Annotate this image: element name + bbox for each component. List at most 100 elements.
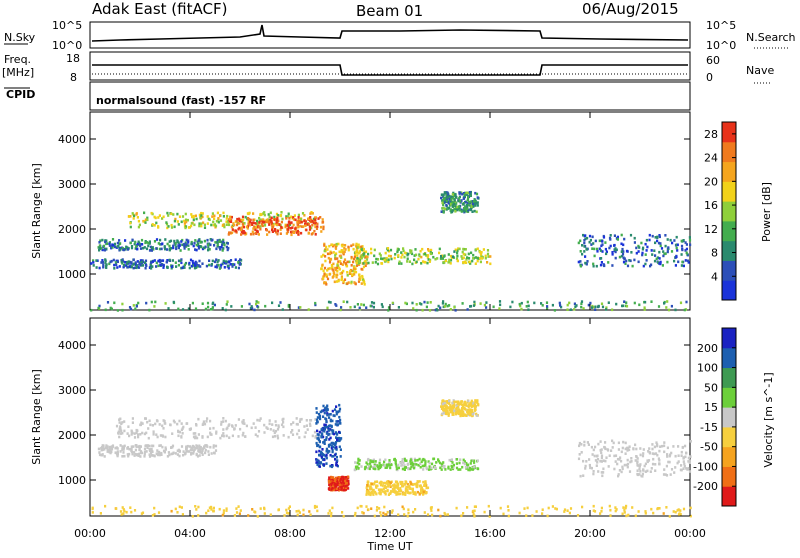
data-cell	[136, 242, 139, 246]
data-cell	[424, 463, 427, 467]
data-cell	[319, 410, 322, 414]
data-cell	[605, 306, 608, 309]
data-cell	[444, 200, 447, 204]
data-cell	[525, 305, 528, 308]
data-cell	[101, 444, 104, 447]
data-cell	[579, 260, 582, 263]
data-cell	[314, 218, 317, 221]
data-cell	[447, 201, 450, 205]
data-cell	[670, 468, 674, 471]
data-cell	[666, 300, 669, 303]
data-cell	[207, 509, 210, 512]
data-cell	[361, 276, 364, 279]
data-cell	[686, 259, 690, 263]
data-cell	[465, 191, 468, 195]
data-cell	[688, 238, 692, 242]
data-cell	[462, 512, 465, 515]
data-cell	[663, 302, 666, 305]
data-cell	[452, 413, 455, 416]
data-cell	[377, 467, 380, 471]
data-cell	[380, 257, 383, 260]
data-cell	[586, 236, 589, 240]
data-cell	[135, 304, 138, 308]
data-cell	[626, 465, 629, 469]
data-cell	[452, 209, 455, 212]
data-cell	[163, 419, 166, 423]
data-cell	[391, 509, 394, 512]
data-cell	[615, 508, 618, 511]
data-cell	[388, 482, 391, 486]
data-cell	[198, 454, 201, 457]
data-cell	[110, 447, 114, 451]
data-cell	[624, 304, 627, 308]
data-cell	[381, 305, 384, 309]
data-cell	[122, 508, 125, 511]
data-cell	[338, 476, 341, 479]
data-cell	[340, 275, 343, 278]
data-cell	[149, 245, 152, 249]
data-cell	[213, 217, 216, 220]
data-cell	[140, 260, 143, 264]
data-cell	[620, 470, 623, 474]
data-cell	[165, 260, 168, 264]
data-cell	[207, 305, 210, 309]
data-cell	[449, 468, 452, 471]
data-cell	[321, 220, 325, 224]
data-cell	[273, 435, 277, 438]
data-cell	[590, 243, 593, 246]
data-cell	[186, 422, 189, 425]
data-cell	[441, 257, 444, 260]
data-cell	[457, 199, 460, 203]
data-cell	[358, 459, 361, 462]
data-cell	[674, 466, 677, 469]
data-cell	[447, 193, 450, 196]
data-cell	[657, 262, 661, 265]
data-cell	[617, 441, 620, 445]
data-cell	[216, 239, 219, 242]
data-cell	[121, 308, 124, 312]
data-cell	[417, 257, 420, 261]
data-cell	[323, 411, 326, 415]
data-cell	[358, 263, 361, 266]
data-cell	[359, 504, 362, 508]
data-cell	[286, 230, 289, 234]
data-cell	[151, 246, 154, 250]
data-cell	[303, 214, 306, 217]
data-cell	[318, 440, 321, 444]
data-cell	[270, 216, 273, 220]
data-cell	[474, 262, 477, 265]
data-cell	[474, 202, 477, 205]
data-cell	[148, 448, 151, 451]
data-cell	[296, 423, 299, 426]
data-cell	[113, 242, 117, 246]
data-cell	[466, 256, 469, 259]
data-cell	[118, 435, 121, 439]
data-cell	[287, 221, 290, 224]
data-cell	[296, 229, 299, 233]
data-cell	[297, 216, 300, 219]
data-cell	[336, 459, 339, 462]
data-cell	[186, 444, 189, 448]
data-cell	[302, 508, 305, 512]
data-cell	[461, 414, 464, 417]
data-cell	[339, 418, 342, 422]
freq-panel: Freq. [MHz] 18 8 60 0 Nave	[2, 51, 774, 84]
data-cell	[650, 467, 653, 470]
data-cell	[218, 267, 221, 270]
data-cell	[535, 510, 538, 513]
data-cell	[146, 420, 149, 424]
data-cell	[121, 445, 124, 448]
freq-tick-top: 18	[66, 52, 80, 65]
data-cell	[464, 248, 467, 251]
data-cell	[143, 455, 146, 458]
data-cell	[661, 264, 664, 267]
data-cell	[382, 487, 385, 490]
data-cell	[372, 460, 375, 464]
data-cell	[340, 437, 343, 440]
data-cell	[139, 263, 142, 266]
data-cell	[106, 445, 109, 448]
data-cell	[156, 449, 159, 452]
data-cell	[416, 458, 419, 462]
data-cell	[644, 510, 647, 513]
data-cell	[396, 250, 399, 254]
